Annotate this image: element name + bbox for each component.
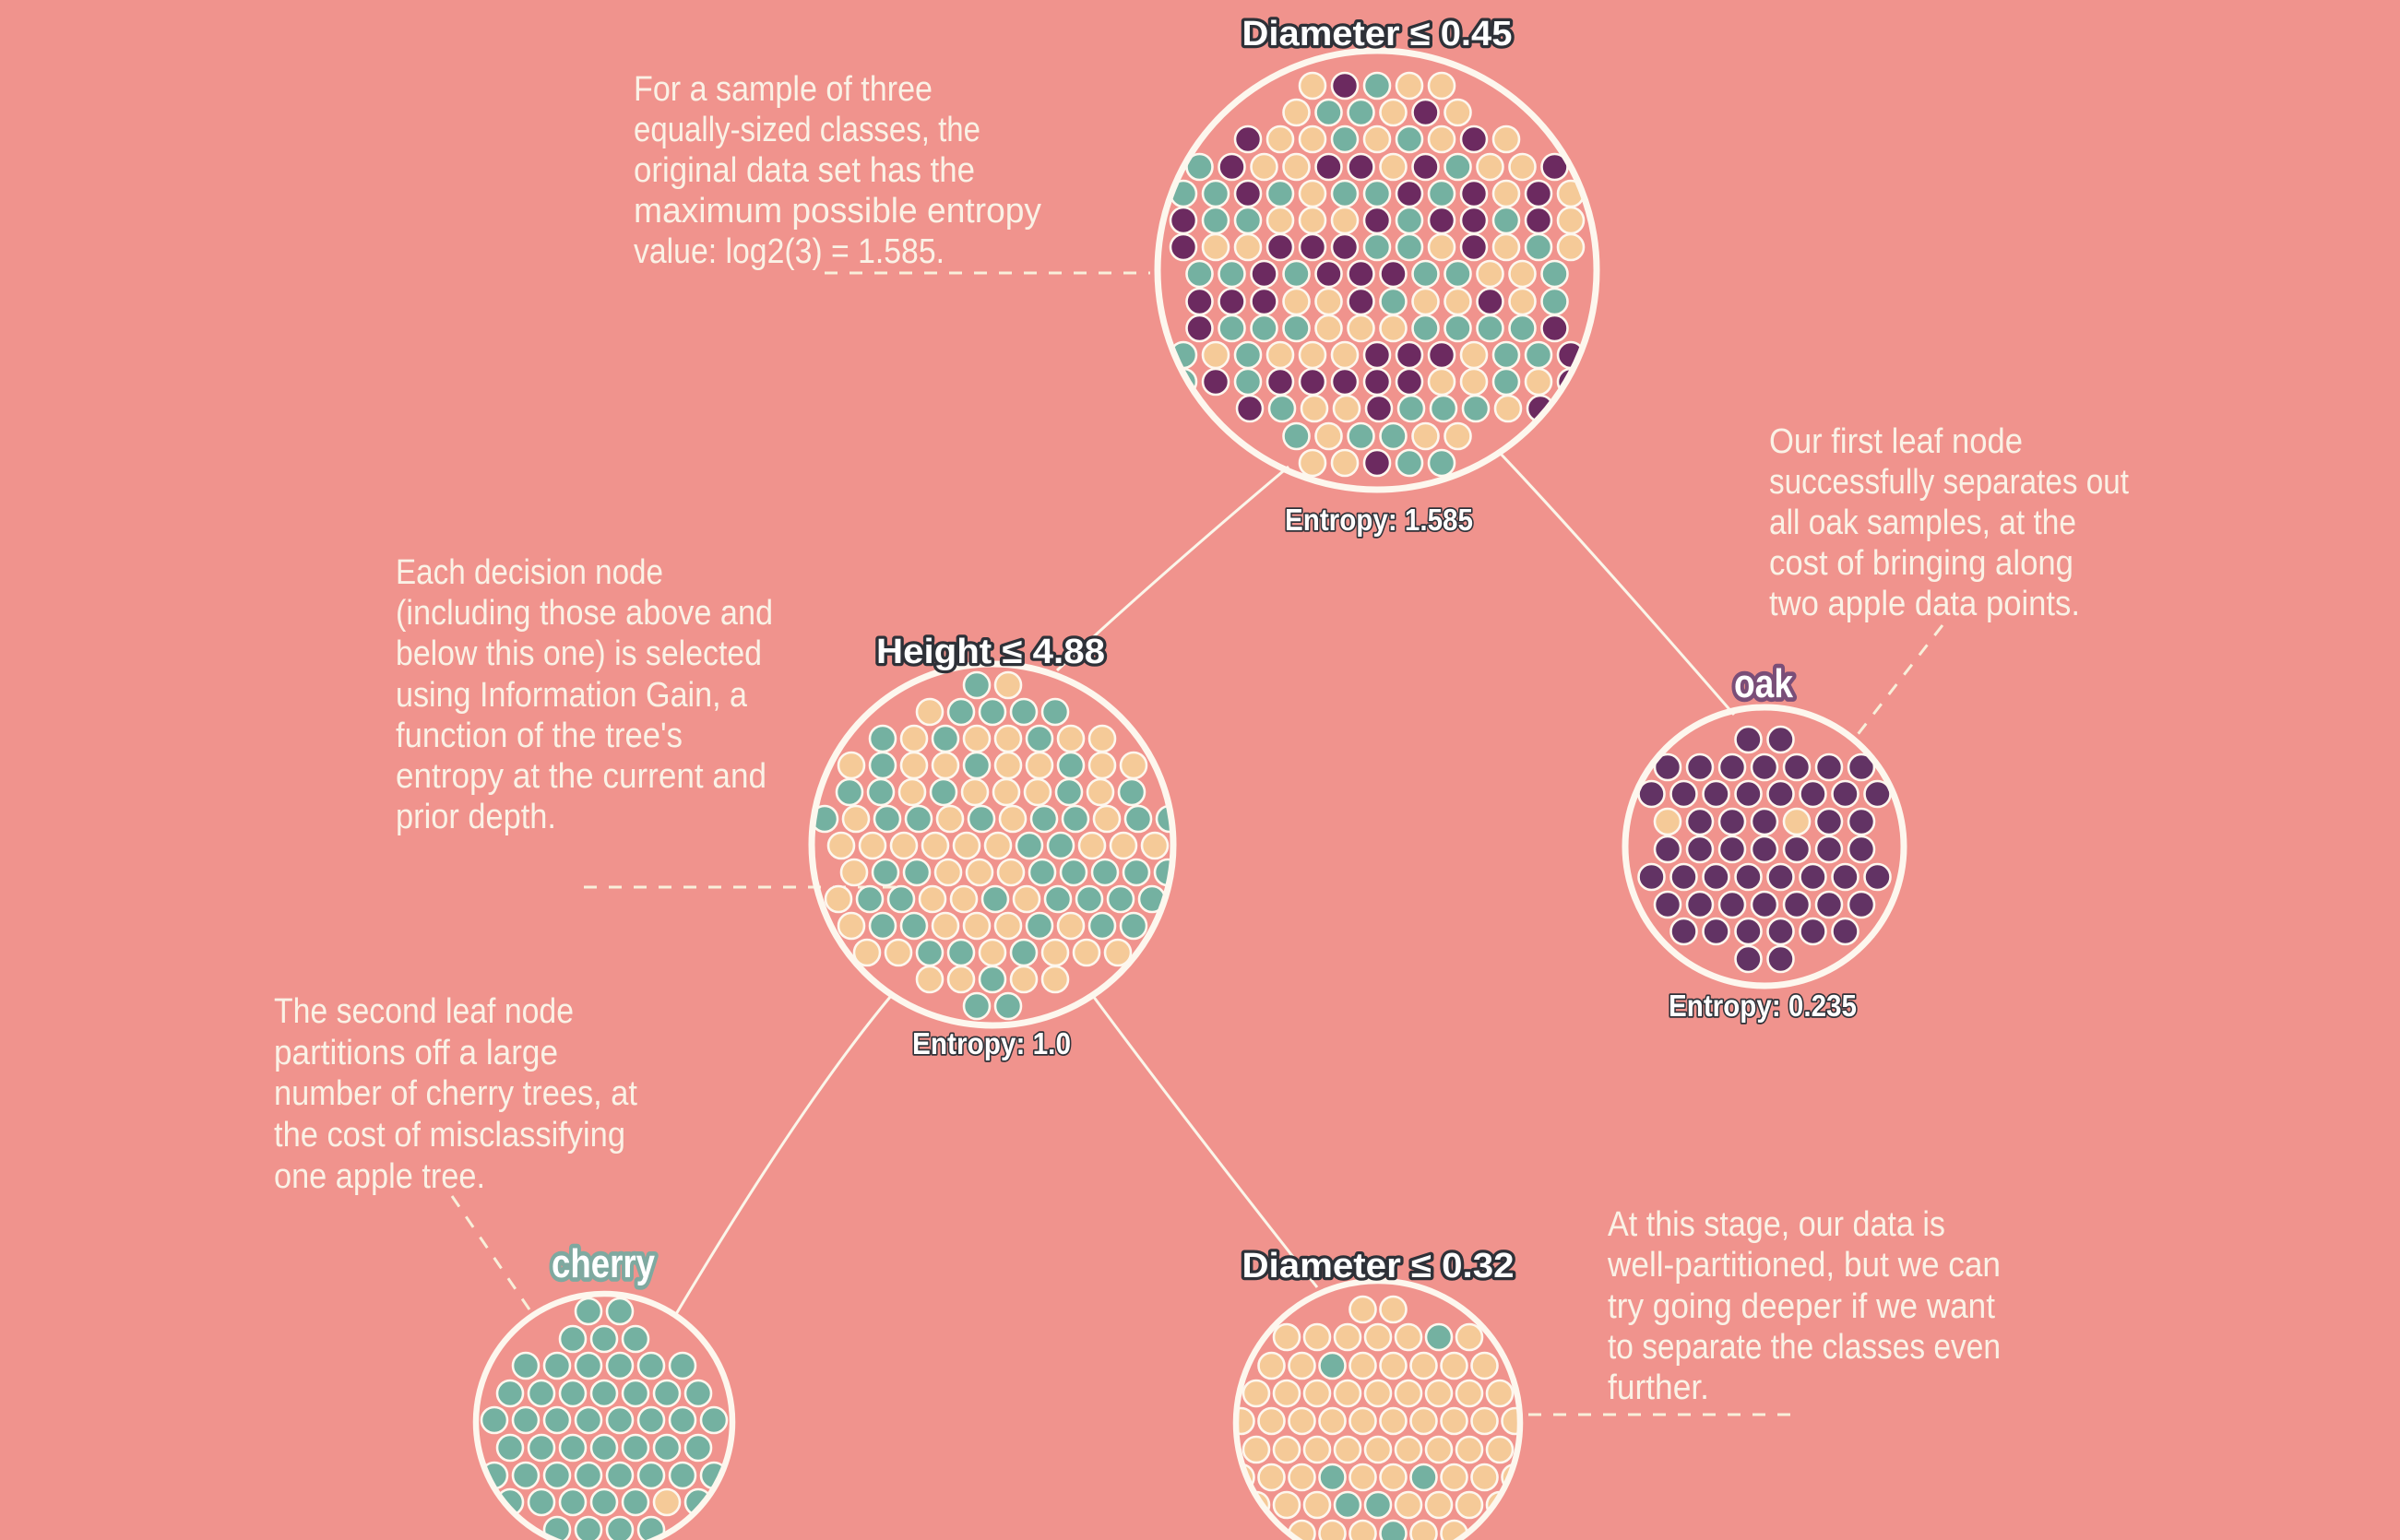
svg-text:Entropy: 1.585: Entropy: 1.585 bbox=[1285, 503, 1473, 537]
svg-text:function of the tree's: function of the tree's bbox=[396, 717, 683, 755]
svg-text:number of cherry trees, at: number of cherry trees, at bbox=[274, 1074, 637, 1113]
svg-text:cost of bringing along: cost of bringing along bbox=[1769, 544, 2073, 583]
svg-text:using Information Gain, a: using Information Gain, a bbox=[396, 676, 748, 715]
svg-text:cherry: cherry bbox=[552, 1241, 655, 1286]
svg-text:one apple tree.: one apple tree. bbox=[274, 1157, 485, 1196]
svg-text:two apple data points.: two apple data points. bbox=[1769, 585, 2080, 623]
svg-text:At this stage, our data is: At this stage, our data is bbox=[1608, 1205, 1945, 1244]
svg-text:maximum possible entropy: maximum possible entropy bbox=[634, 192, 1041, 231]
svg-text:oak: oak bbox=[1734, 661, 1793, 706]
svg-text:prior depth.: prior depth. bbox=[396, 798, 556, 836]
svg-text:(including those above and: (including those above and bbox=[396, 594, 773, 633]
svg-text:try going deeper if we want: try going deeper if we want bbox=[1608, 1287, 1995, 1326]
svg-text:partitions off a large: partitions off a large bbox=[274, 1034, 558, 1072]
svg-text:original data set has the: original data set has the bbox=[634, 151, 975, 190]
svg-text:Diameter ≤ 0.32: Diameter ≤ 0.32 bbox=[1242, 1247, 1515, 1285]
svg-text:well-partitioned, but we can: well-partitioned, but we can bbox=[1607, 1246, 2001, 1285]
svg-text:entropy at the current and: entropy at the current and bbox=[396, 757, 766, 796]
svg-text:to separate the classes even: to separate the classes even bbox=[1608, 1328, 2001, 1367]
svg-text:Diameter ≤ 0.45: Diameter ≤ 0.45 bbox=[1242, 15, 1513, 53]
svg-text:equally-sized classes, the: equally-sized classes, the bbox=[634, 111, 980, 149]
svg-text:Height ≤ 4.88: Height ≤ 4.88 bbox=[876, 633, 1105, 671]
svg-text:the cost of misclassifying: the cost of misclassifying bbox=[274, 1116, 625, 1155]
svg-text:below this one) is selected: below this one) is selected bbox=[396, 634, 762, 673]
svg-text:successfully separates out: successfully separates out bbox=[1769, 463, 2129, 502]
svg-text:all oak samples, at the: all oak samples, at the bbox=[1769, 503, 2076, 542]
svg-text:The second leaf node: The second leaf node bbox=[274, 992, 574, 1031]
svg-text:further.: further. bbox=[1608, 1368, 1709, 1407]
svg-text:Entropy: 0.235: Entropy: 0.235 bbox=[1669, 989, 1857, 1023]
svg-text:Each decision node: Each decision node bbox=[396, 553, 663, 592]
svg-text:Our first leaf node: Our first leaf node bbox=[1769, 422, 2023, 461]
svg-text:value: log2(3) = 1.585.: value: log2(3) = 1.585. bbox=[634, 232, 945, 271]
svg-text:For a sample of three: For a sample of three bbox=[634, 70, 933, 109]
svg-text:Entropy: 1.0: Entropy: 1.0 bbox=[912, 1026, 1071, 1060]
